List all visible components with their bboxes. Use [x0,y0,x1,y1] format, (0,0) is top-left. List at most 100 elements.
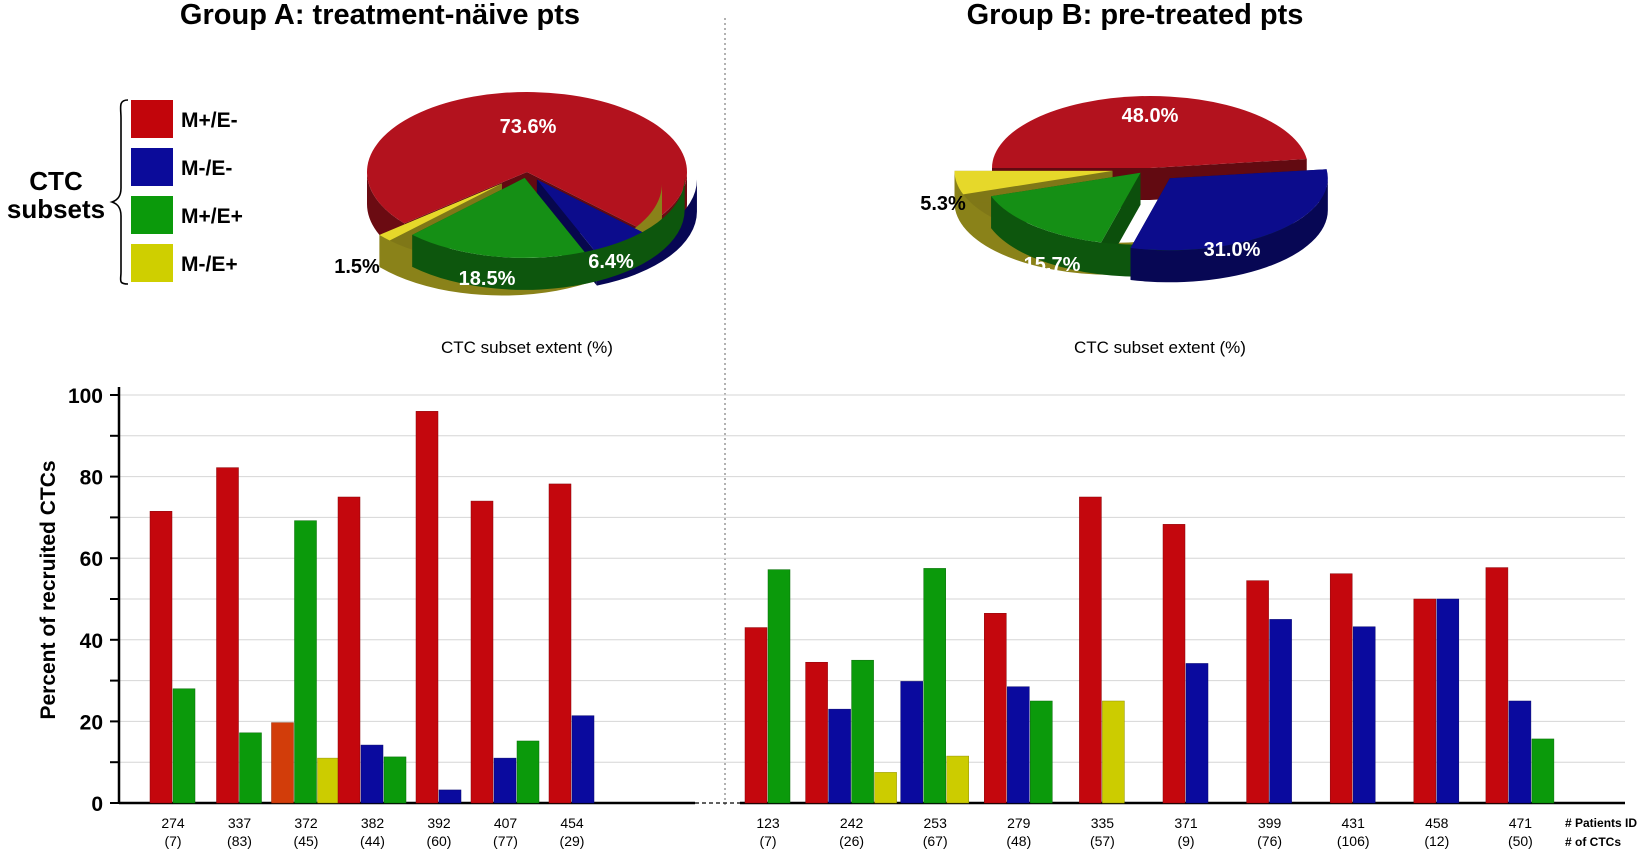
patient-id-label: 392 [427,815,451,831]
bar-407-mpep [516,740,540,804]
y-axis-label: Percent of recruited CTCs [37,460,60,719]
bar-399-mpen [1246,580,1269,804]
pie-label-mnep: 1.5% [334,256,380,278]
bar-471-mpep [1531,738,1555,804]
ctc-count-label: (57) [1090,833,1115,849]
patient-id-label: 123 [756,815,780,831]
legend-swatch-mnep [131,244,173,282]
pie-slice-mnen [1130,169,1328,283]
legend-label-mnen: M-/E- [181,157,232,180]
patient-id-label: 471 [1509,815,1533,831]
patient-id-label: 274 [161,815,185,831]
bar-279-mnen [1007,686,1030,804]
legend-swatch-mpen [131,100,173,138]
pie-label-mpen: 73.6% [500,116,557,138]
patient-id-label: 337 [228,815,252,831]
y-tick-label: 100 [68,385,103,408]
legend: CTC subsets M+/E- M-/E- M+/E+ M-/E+ [7,99,243,285]
patient-id-label: 454 [560,815,584,831]
bar-279-mpen [984,613,1007,804]
pie-label-mpen: 48.0% [1122,105,1179,127]
y-tick-label: 20 [80,711,103,734]
patient-id-label: 371 [1174,815,1198,831]
ctc-count-label: (9) [1177,833,1194,849]
patient-id-label: 279 [1007,815,1031,831]
ctc-count-label: (29) [560,833,585,849]
bar-431-mnen [1352,626,1376,804]
pie-label-mnep: 5.3% [920,193,966,215]
pie-label-mpep: 15.7% [1024,254,1081,276]
legend-swatch-mpep [131,196,173,234]
ctc-count-label: (7) [164,833,181,849]
bar-407-mpen [470,500,494,804]
bar-279-mpep [1030,700,1053,804]
y-tick-label: 0 [91,793,103,816]
ctc-count-label: (45) [294,833,319,849]
bar-399-mnen [1269,619,1292,804]
patient-id-label: 372 [294,815,318,831]
pie-b-caption: CTC subset extent (%) [1074,338,1246,357]
bar-242-mnep [874,772,897,804]
ctc-count-label: (26) [839,833,864,849]
y-tick-label: 40 [80,630,103,653]
ctc-count-label: (60) [427,833,452,849]
legend-items: M+/E- M-/E- M+/E+ M-/E+ [131,100,243,282]
patients-id-row-label: # Patients ID [1565,816,1637,830]
pie-slice-mpep [412,177,685,290]
bar-253-mnen [900,681,923,804]
patient-id-label: 458 [1425,815,1449,831]
bar-458-mnen [1436,598,1460,804]
bar-123-mpen [744,627,768,804]
patient-id-label: 407 [494,815,518,831]
patient-id-label: 431 [1342,815,1366,831]
bar-253-mnep [946,755,969,804]
bar-242-mpen [805,661,828,804]
pie-label-mnen: 31.0% [1204,239,1261,261]
bar-471-mnen [1508,700,1532,804]
pie-group-a: 73.6% 6.4% 18.5% 1.5% [334,92,697,296]
patient-id-label: 242 [840,815,864,831]
ctc-count-label: (106) [1337,833,1370,849]
legend-label-mpen: M+/E- [181,109,238,132]
bar-431-mpen [1329,573,1353,804]
bar-382-mpen [337,496,361,804]
ctc-count-row-label: # of CTCs [1565,835,1621,849]
bar-454-mpen [548,483,572,804]
group-b-title: Group B: pre-treated pts [967,0,1304,31]
bar-253-mpep [923,568,946,804]
ctc-count-label: (44) [360,833,385,849]
bar-123-mpep [767,569,791,804]
legend-brace [109,99,129,285]
patient-id-label: 382 [361,815,385,831]
bar-372-mpen [271,722,294,804]
bar-407-mnen [493,757,517,804]
bar-392-mpen [415,411,439,804]
group-a-title: Group A: treatment-näive pts [180,0,580,31]
bar-382-mpep [383,756,407,804]
bar-372-mnep [317,757,340,804]
ctc-count-label: (83) [227,833,252,849]
bar-382-mnen [360,744,384,804]
legend-label-mnep: M-/E+ [181,253,238,276]
patient-id-label: 253 [924,815,948,831]
pie-label-mpep: 18.5% [459,268,516,290]
bar-371-mnen [1185,663,1209,804]
bar-242-mnen [828,708,851,804]
bar-chart: 0 20 40 60 80 100 274 (7) 337 (83) 372 (45) 382 (44) 3… [68,385,1625,849]
bar-274-mpep [172,688,196,804]
bar-372-mpep [294,520,317,804]
bar-274-mpen [149,511,173,804]
ctc-count-label: (50) [1508,833,1533,849]
y-tick-label: 60 [80,548,103,571]
pie-a-caption: CTC subset extent (%) [441,338,613,357]
bar-337-mpep [239,732,262,804]
ctc-count-label: (77) [493,833,518,849]
pie-group-b: 48.0% 31.0% 15.7% 5.3% [920,95,1328,283]
legend-heading-line1: CTC [29,166,83,196]
bar-471-mpen [1485,567,1509,804]
ctc-count-label: (12) [1424,833,1449,849]
bar-335-mpen [1079,496,1102,804]
y-tick-label: 80 [80,467,103,490]
bar-458-mpen [1413,598,1437,804]
patient-id-label: 399 [1258,815,1282,831]
